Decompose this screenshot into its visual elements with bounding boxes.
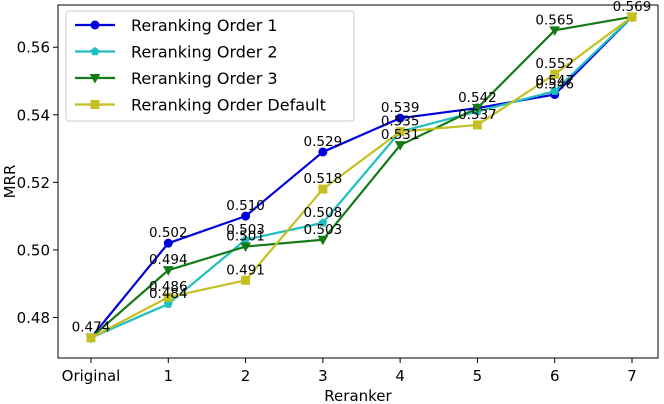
data-label: 0.494 xyxy=(149,252,188,268)
data-label: 0.474 xyxy=(72,320,111,336)
data-label-layer: 0.474 0.502 0.510 0.529 0.539 0.542 0.546 0.569… xyxy=(72,0,652,336)
data-label: 0.569 xyxy=(613,0,652,15)
x-tick-label: 6 xyxy=(550,367,560,385)
data-label: 0.518 xyxy=(304,171,343,187)
x-tick-label: 1 xyxy=(164,367,174,385)
data-label: 0.552 xyxy=(535,56,574,72)
x-tick-label: 5 xyxy=(473,367,483,385)
x-tick-label: Original xyxy=(62,367,121,385)
y-tick-label: 0.48 xyxy=(17,309,50,327)
data-label: 0.539 xyxy=(381,100,420,116)
x-axis-title: Reranker xyxy=(324,387,392,404)
data-point xyxy=(240,242,251,253)
legend-marker xyxy=(90,100,100,109)
data-label: 0.510 xyxy=(226,198,265,214)
x-tick-label: 2 xyxy=(241,367,251,385)
data-point xyxy=(472,104,483,114)
data-label: 0.565 xyxy=(535,12,574,28)
data-label: 0.486 xyxy=(149,279,188,295)
data-point xyxy=(163,292,173,302)
data-point xyxy=(163,238,173,248)
legend-item: Reranking Order 2 xyxy=(75,43,278,62)
y-tick-label: 0.52 xyxy=(17,174,50,192)
data-point xyxy=(318,218,328,227)
data-point xyxy=(395,113,405,123)
data-point xyxy=(394,141,406,151)
series-layer xyxy=(85,12,638,344)
data-point xyxy=(550,86,560,95)
data-label: 0.529 xyxy=(304,134,343,150)
data-label: 0.491 xyxy=(226,262,265,278)
data-label: 0.503 xyxy=(304,222,343,238)
data-label: 0.502 xyxy=(149,225,188,241)
data-label: 0.535 xyxy=(381,114,420,130)
legend-item: Reranking Order 1 xyxy=(75,16,278,35)
y-tick-label: 0.56 xyxy=(17,39,50,57)
data-point xyxy=(163,299,173,308)
series-line xyxy=(90,15,633,339)
data-point xyxy=(549,26,561,36)
x-tick-label: 7 xyxy=(627,367,637,385)
data-point xyxy=(317,235,329,246)
y-axis-title: MRR xyxy=(1,165,19,199)
y-tick-label: 0.54 xyxy=(17,106,50,124)
x-tick-label: 3 xyxy=(318,367,328,385)
legend-label: Reranking Order Default xyxy=(131,96,326,115)
data-label: 0.542 xyxy=(458,90,497,106)
data-point xyxy=(627,12,637,22)
data-point xyxy=(241,211,251,221)
legend-label: Reranking Order 2 xyxy=(131,43,278,62)
data-point xyxy=(472,120,482,130)
data-point xyxy=(550,69,560,79)
y-tick-label: 0.50 xyxy=(17,241,50,259)
series-line xyxy=(90,16,633,339)
legend-marker xyxy=(89,74,101,84)
x-tick-label: 4 xyxy=(395,367,405,385)
data-label: 0.546 xyxy=(535,77,574,93)
data-point xyxy=(241,275,251,285)
legend-marker xyxy=(90,20,100,30)
axis-layer: Original 1 2 3 4 5 6 7 0.48 0.50 0.52 0.54 0.56 xyxy=(17,39,637,385)
legend-item: Reranking Order Default xyxy=(75,96,326,115)
series-4 xyxy=(86,12,637,343)
series-line xyxy=(90,15,633,339)
data-point xyxy=(395,127,405,137)
legend-label: Reranking Order 1 xyxy=(131,16,278,35)
data-point xyxy=(318,147,328,157)
plot-frame xyxy=(57,4,659,359)
data-point xyxy=(162,266,174,276)
data-label: 0.531 xyxy=(381,127,420,143)
data-label: 0.508 xyxy=(304,205,343,221)
data-label: 0.484 xyxy=(149,286,188,302)
data-label: 0.501 xyxy=(226,229,265,245)
series-line xyxy=(90,16,633,339)
legend-box xyxy=(65,10,355,122)
legend: Reranking Order 1 Reranking Order 2 Rerank… xyxy=(65,10,355,122)
legend-label: Reranking Order 3 xyxy=(131,69,278,88)
data-label: 0.537 xyxy=(458,107,497,123)
data-point xyxy=(318,184,328,194)
legend-item: Reranking Order 3 xyxy=(75,69,278,88)
data-point xyxy=(86,333,96,343)
data-label: 0.547 xyxy=(535,73,574,89)
data-label: 0.503 xyxy=(226,222,265,238)
legend-marker xyxy=(90,46,100,56)
